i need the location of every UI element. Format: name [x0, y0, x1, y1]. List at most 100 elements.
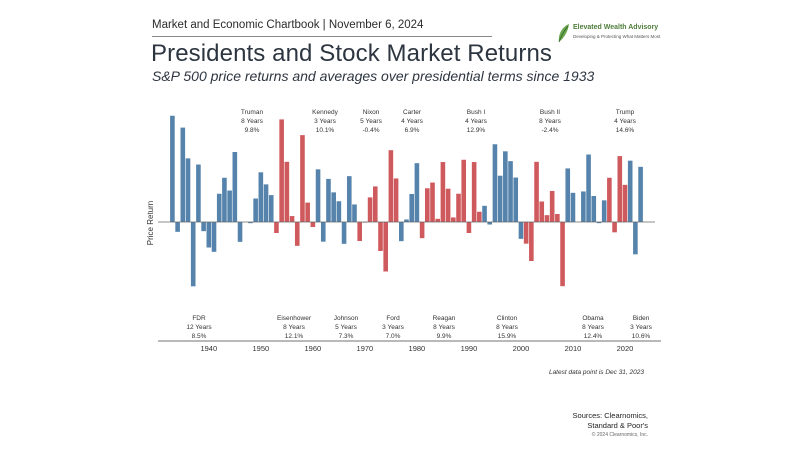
brand-logo: Elevated Wealth Advisory Developing & Pr…	[556, 22, 660, 46]
bar	[232, 152, 238, 222]
header-rule	[152, 36, 492, 37]
bar	[284, 161, 290, 222]
chart-title: Presidents and Stock Market Returns	[151, 40, 553, 67]
president-label: Nixon 5 Years -0.4%	[360, 109, 382, 134]
x-tick-label: 1940	[200, 344, 217, 353]
bar	[346, 176, 352, 222]
bar	[336, 201, 342, 222]
chart-subtitle: S&P 500 price returns and averages over …	[152, 68, 595, 84]
president-label: Bush II 8 Years -2.4%	[539, 109, 561, 134]
bar	[180, 127, 186, 222]
bar	[607, 177, 612, 222]
bar	[570, 192, 576, 222]
president-label: Truman 8 Years 9.8%	[241, 109, 264, 134]
bar	[591, 196, 597, 222]
bar	[596, 222, 602, 224]
bar	[430, 182, 435, 222]
logo-tagline: Developing & Protecting What Matters Mos…	[573, 34, 661, 39]
president-label: Johnson 5 Years 7.3%	[334, 315, 359, 340]
bar	[477, 211, 482, 222]
bar	[435, 218, 441, 222]
bar	[456, 193, 461, 222]
x-tick-label: 2000	[513, 344, 530, 353]
bar	[388, 150, 394, 222]
bar	[471, 162, 477, 222]
bar	[560, 222, 565, 287]
logo-name: Elevated Wealth Advisory	[573, 24, 659, 31]
bar	[185, 158, 191, 222]
bar	[274, 222, 279, 233]
bar	[331, 192, 336, 222]
bar	[638, 166, 643, 222]
bar	[612, 222, 617, 233]
bar	[222, 177, 227, 222]
bar	[492, 144, 498, 222]
x-tick-label: 1970	[357, 344, 374, 353]
bar	[196, 164, 201, 222]
bar	[352, 204, 357, 222]
bar	[253, 198, 258, 222]
bar	[622, 184, 628, 222]
bar	[305, 202, 310, 222]
bar	[206, 222, 212, 248]
bar	[367, 197, 373, 222]
bar	[404, 219, 409, 222]
bar	[409, 193, 414, 222]
bar	[294, 222, 300, 246]
bar	[617, 156, 623, 222]
bar	[263, 184, 269, 222]
president-label: Trump 4 Years 14.6%	[614, 109, 636, 134]
bar	[539, 201, 545, 222]
bar	[633, 222, 638, 255]
bar	[310, 222, 316, 227]
bar	[581, 191, 586, 222]
sources-line-1: Sources: Clearnomics,	[572, 411, 648, 420]
bar	[487, 222, 493, 225]
president-label: Reagan 8 Years 9.9%	[433, 315, 456, 340]
bar	[190, 222, 196, 287]
bar	[201, 222, 206, 232]
president-label: FDR 12 Years 8.5%	[186, 315, 212, 340]
president-label: Obama 8 Years 12.4%	[582, 315, 604, 340]
bar	[534, 161, 539, 222]
bar	[529, 222, 534, 261]
x-tick-label: 1950	[252, 344, 269, 353]
bar	[211, 222, 217, 252]
bar	[320, 222, 326, 242]
bar	[627, 160, 633, 222]
president-label: Eisenhower 8 Years 12.1%	[277, 315, 312, 340]
bar	[497, 175, 503, 222]
bar	[341, 222, 347, 244]
president-label: Kennedy 3 Years 10.1%	[312, 109, 338, 134]
president-label: Clinton 8 Years 15.9%	[496, 315, 518, 340]
bar	[544, 215, 550, 222]
bar	[601, 200, 607, 222]
bar	[419, 222, 425, 239]
x-tick-label: 2010	[565, 344, 582, 353]
x-tick-label: 1980	[409, 344, 426, 353]
bar	[518, 222, 524, 239]
bar	[383, 222, 388, 272]
bar	[503, 151, 508, 222]
bar	[170, 115, 175, 222]
bar	[372, 186, 378, 222]
bar	[357, 222, 362, 241]
bar	[508, 161, 513, 222]
bar	[555, 214, 560, 222]
chartbook-header: Market and Economic Chartbook | November…	[152, 19, 424, 31]
bar	[258, 172, 264, 222]
bar	[300, 135, 305, 222]
bar	[216, 193, 222, 222]
bar	[378, 222, 383, 251]
president-label: Biden 3 Years 10.6%	[630, 315, 652, 340]
y-axis-label: Price Return	[146, 201, 155, 245]
bar	[523, 222, 529, 244]
data-note: Latest data point is Dec 31, 2023	[548, 369, 644, 376]
bar	[175, 222, 180, 232]
bar	[586, 154, 591, 222]
president-label: Carter 4 Years 6.9%	[401, 109, 423, 134]
president-label: Ford 3 Years 7.0%	[382, 315, 404, 340]
bar	[227, 190, 232, 222]
